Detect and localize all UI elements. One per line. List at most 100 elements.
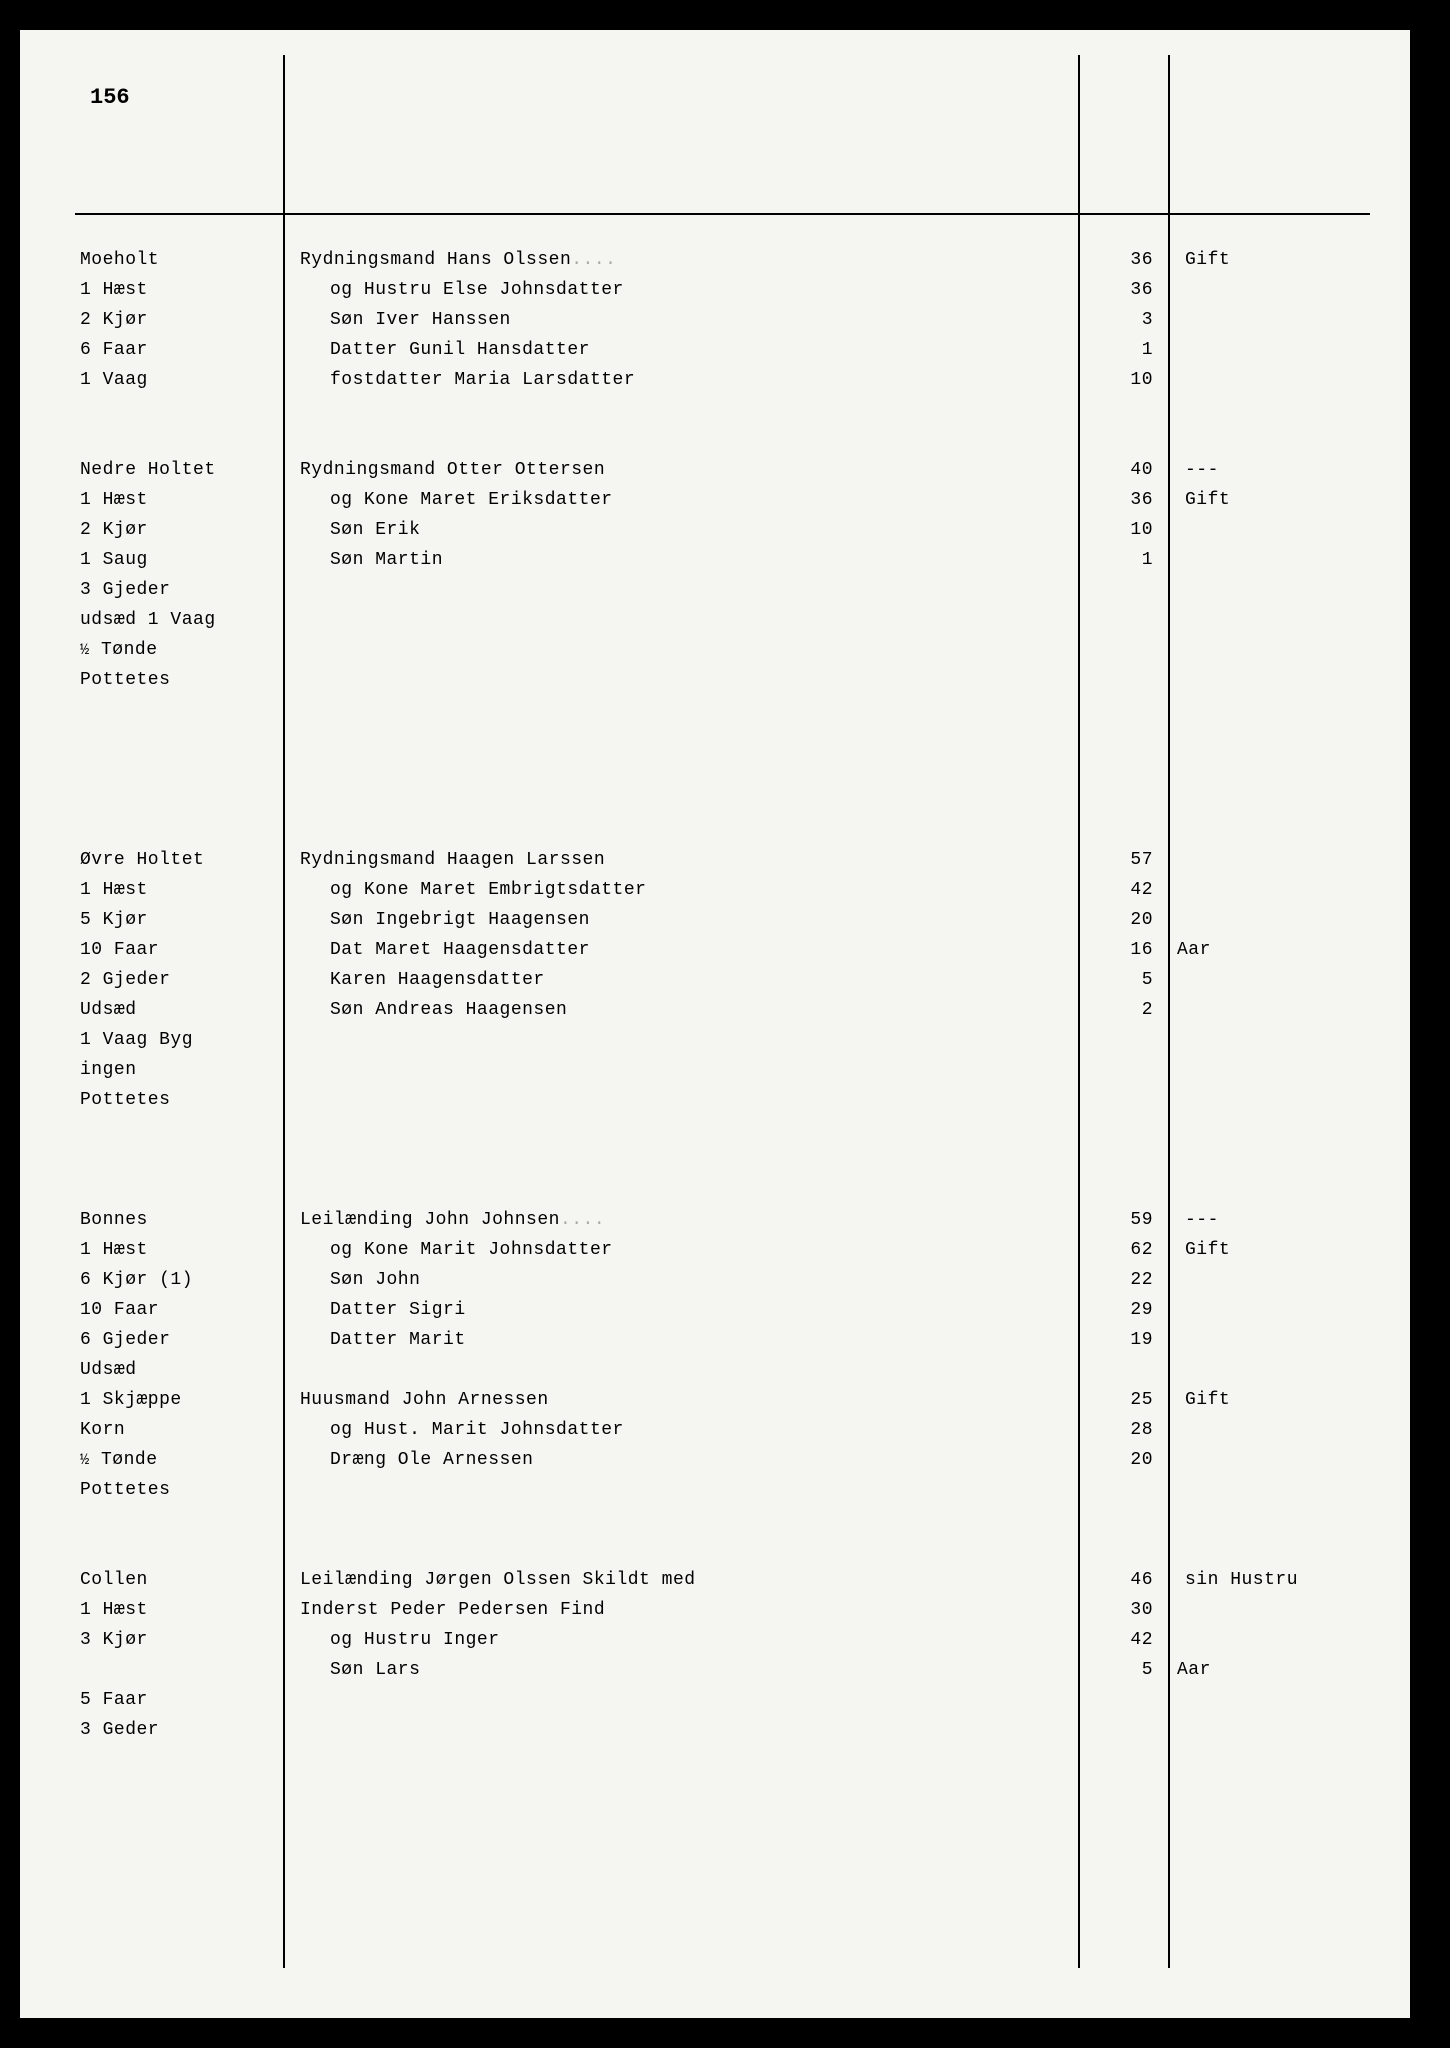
text-line: Leilænding John Johnsen <box>300 1205 1068 1235</box>
text-line <box>300 1685 1068 1715</box>
text-line <box>300 695 1068 725</box>
text-line: ingen <box>80 1055 273 1085</box>
text-line: 1 Saug <box>80 545 273 575</box>
text-line <box>1185 1115 1365 1145</box>
text-line <box>300 1535 1068 1565</box>
text-line: 10 <box>1085 365 1153 395</box>
text-line <box>80 695 273 725</box>
text-line: Dræng Ole Arnessen <box>300 1445 1068 1475</box>
text-line: Søn Erik <box>300 515 1068 545</box>
text-line: Aar <box>1177 1655 1365 1685</box>
status-column: Gift ---Gift Aar ---Gift Gift sin Hustru… <box>1170 215 1370 1968</box>
text-line: 2 Gjeder <box>80 965 273 995</box>
text-line <box>1185 755 1365 785</box>
text-line <box>1185 335 1365 365</box>
text-line: Rydningsmand Haagen Larssen <box>300 845 1068 875</box>
text-line <box>1085 1055 1153 1085</box>
text-line: Rydningsmand Hans Olssen <box>300 245 1068 275</box>
text-line: --- <box>1185 455 1365 485</box>
text-line <box>1185 575 1365 605</box>
text-line: 42 <box>1085 1625 1153 1655</box>
text-line: Karen Haagensdatter <box>300 965 1068 995</box>
text-line: 6 Faar <box>80 335 273 365</box>
text-line: Leilænding Jørgen Olssen Skildt med <box>300 1565 1068 1595</box>
text-line: 10 Faar <box>80 935 273 965</box>
age-column: 36363110 4036101 5742201652 5962222919 2… <box>1080 215 1170 1968</box>
text-line <box>300 1175 1068 1205</box>
text-line <box>1185 1505 1365 1535</box>
text-line <box>1185 1355 1365 1385</box>
text-line <box>1185 1625 1365 1655</box>
text-line: Pottetes <box>80 1475 273 1505</box>
text-line: 19 <box>1085 1325 1153 1355</box>
text-line <box>1085 1025 1153 1055</box>
text-line: 28 <box>1085 1415 1153 1445</box>
text-line <box>1185 845 1365 875</box>
text-line <box>300 1025 1068 1055</box>
text-line: 5 <box>1085 1655 1153 1685</box>
text-line: 1 Hæst <box>80 275 273 305</box>
text-line: 1 Hæst <box>80 1235 273 1265</box>
text-line: Datter Gunil Hansdatter <box>300 335 1068 365</box>
text-line <box>1185 1475 1365 1505</box>
text-line <box>1185 275 1365 305</box>
text-line <box>1185 1715 1365 1745</box>
text-line: og Hustru Else Johnsdatter <box>300 275 1068 305</box>
text-line <box>80 1115 273 1145</box>
text-line: 3 <box>1085 305 1153 335</box>
text-line <box>300 1145 1068 1175</box>
text-line <box>300 815 1068 845</box>
text-line: 3 Kjør <box>80 1625 273 1655</box>
text-line: sin Hustru <box>1185 1565 1365 1595</box>
text-line: Søn John <box>300 1265 1068 1295</box>
text-line: 30 <box>1085 1595 1153 1625</box>
text-line <box>1085 665 1153 695</box>
header-col-1 <box>75 55 285 213</box>
text-line <box>300 1085 1068 1115</box>
text-line: Gift <box>1185 245 1365 275</box>
text-line <box>80 1145 273 1175</box>
text-line: Korn <box>80 1415 273 1445</box>
text-line: 62 <box>1085 1235 1153 1265</box>
text-line: Tønde <box>80 635 273 665</box>
text-line <box>1185 1025 1365 1055</box>
text-line: 3 Geder <box>80 1715 273 1745</box>
text-line: Udsæd <box>80 995 273 1025</box>
text-line: 20 <box>1085 1445 1153 1475</box>
text-line: 22 <box>1085 1265 1153 1295</box>
text-line <box>1185 1295 1365 1325</box>
text-line <box>300 785 1068 815</box>
text-line: Søn Andreas Haagensen <box>300 995 1068 1025</box>
text-line <box>1085 755 1153 785</box>
header-col-3 <box>1080 55 1170 213</box>
text-line: Moeholt <box>80 245 273 275</box>
text-line <box>1185 965 1365 995</box>
text-line <box>1185 815 1365 845</box>
text-line: og Kone Marit Johnsdatter <box>300 1235 1068 1265</box>
text-line <box>1185 1055 1365 1085</box>
text-line <box>1085 785 1153 815</box>
text-line <box>1085 425 1153 455</box>
text-line: 16 <box>1085 935 1153 965</box>
text-line: 5 Kjør <box>80 905 273 935</box>
text-line <box>300 1715 1068 1745</box>
text-line <box>1185 1445 1365 1475</box>
text-line: Gift <box>1185 485 1365 515</box>
text-line <box>1185 635 1365 665</box>
text-line: 29 <box>1085 1295 1153 1325</box>
text-line: 40 <box>1085 455 1153 485</box>
text-line: og Kone Maret Eriksdatter <box>300 485 1068 515</box>
header-row: 156 <box>75 55 1370 215</box>
text-line <box>300 755 1068 785</box>
text-line: Datter Sigri <box>300 1295 1068 1325</box>
text-line <box>80 1655 273 1685</box>
text-line <box>1185 1145 1365 1175</box>
text-line <box>1185 425 1365 455</box>
text-line: Datter Marit <box>300 1325 1068 1355</box>
text-line <box>80 1175 273 1205</box>
document-page: 156 Moeholt1 Hæst2 Kjør6 Faar1 Vaag Nedr… <box>20 30 1410 2018</box>
text-line: 1 Hæst <box>80 1595 273 1625</box>
page-number: 156 <box>90 85 130 110</box>
text-line: Søn Lars <box>300 1655 1068 1685</box>
text-line: 5 Faar <box>80 1685 273 1715</box>
